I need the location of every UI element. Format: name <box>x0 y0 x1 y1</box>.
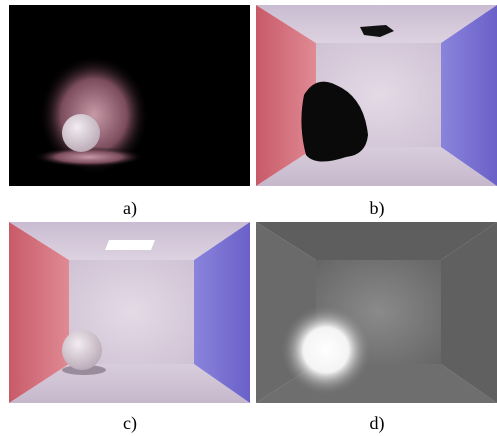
caption: c) <box>123 413 137 434</box>
panel-a <box>9 5 250 186</box>
figure: a) b) c) d) <box>0 0 497 436</box>
sphere <box>62 114 100 152</box>
caption: a) <box>123 198 137 219</box>
sphere <box>62 330 102 370</box>
caption: b) <box>370 198 385 219</box>
panel-d <box>256 222 497 403</box>
bright-blob <box>281 305 371 395</box>
caption: d) <box>370 413 385 434</box>
panel-b <box>256 5 497 186</box>
panel-c <box>9 222 250 403</box>
light <box>105 240 155 250</box>
